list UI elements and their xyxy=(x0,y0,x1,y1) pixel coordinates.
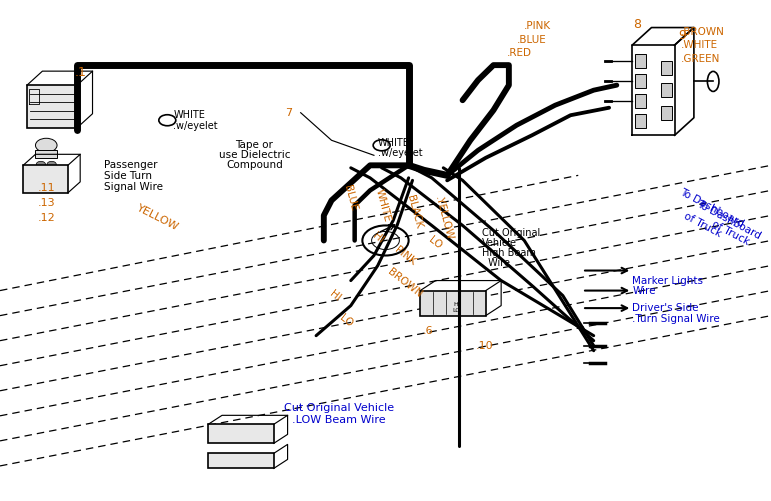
Text: of Truck: of Truck xyxy=(682,211,723,239)
Text: Cut Original Vehicle: Cut Original Vehicle xyxy=(284,403,394,413)
Text: To Dashboard: To Dashboard xyxy=(678,187,746,229)
Text: .PINK: .PINK xyxy=(524,21,551,31)
Text: YELLOW: YELLOW xyxy=(136,203,180,233)
Text: LO: LO xyxy=(427,235,444,251)
Text: .LOW Beam Wire: .LOW Beam Wire xyxy=(292,415,386,425)
Text: BLUE: BLUE xyxy=(342,184,359,212)
Text: WHITE: WHITE xyxy=(378,138,409,148)
Text: .12: .12 xyxy=(37,213,56,223)
Text: use Dielectric: use Dielectric xyxy=(219,150,290,160)
Text: High Beam: High Beam xyxy=(482,248,536,258)
Text: .w/eyelet: .w/eyelet xyxy=(173,121,218,131)
Text: . Wire: . Wire xyxy=(482,258,510,268)
Text: Driver's Side: Driver's Side xyxy=(632,303,699,313)
Bar xyxy=(208,453,274,468)
Text: .1: .1 xyxy=(75,66,87,79)
Bar xyxy=(420,291,486,316)
Text: .11: .11 xyxy=(38,183,55,193)
Text: 7: 7 xyxy=(285,108,293,118)
Text: WHITE: WHITE xyxy=(374,188,392,223)
Text: Passenger: Passenger xyxy=(104,160,157,170)
Text: .13: .13 xyxy=(38,198,55,208)
Text: .BROWN: .BROWN xyxy=(681,27,725,37)
Text: Side Turn: Side Turn xyxy=(104,171,152,181)
Text: Tape or: Tape or xyxy=(235,140,274,150)
Bar xyxy=(35,150,57,158)
Bar xyxy=(661,61,672,75)
Bar xyxy=(208,424,274,443)
Circle shape xyxy=(36,161,45,167)
Text: .10: .10 xyxy=(476,341,493,351)
Text: HI: HI xyxy=(328,289,342,303)
Text: Vehicle: Vehicle xyxy=(482,238,517,248)
Bar xyxy=(635,94,646,108)
Circle shape xyxy=(35,138,57,152)
Text: .WHITE: .WHITE xyxy=(681,40,718,50)
Text: Cut Original: Cut Original xyxy=(482,228,540,238)
Text: Compound: Compound xyxy=(226,160,283,170)
Text: .YELLOW: .YELLOW xyxy=(433,194,454,241)
Bar xyxy=(661,106,672,120)
Text: .BLUE: .BLUE xyxy=(517,35,547,45)
Bar xyxy=(23,165,68,193)
Bar xyxy=(635,54,646,68)
Text: Wire: Wire xyxy=(632,286,655,296)
Text: .w/eyelet: .w/eyelet xyxy=(378,148,423,158)
Text: .6: .6 xyxy=(423,326,433,336)
Text: .Turn Signal Wire: .Turn Signal Wire xyxy=(632,314,720,324)
Text: To Dashboard: To Dashboard xyxy=(695,199,763,241)
Bar xyxy=(661,83,672,97)
Text: of Truck: of Truck xyxy=(710,219,752,247)
Text: HI
LO: HI LO xyxy=(453,302,461,313)
Text: WHITE: WHITE xyxy=(173,110,205,120)
Text: 9: 9 xyxy=(678,29,686,42)
Text: Signal Wire: Signal Wire xyxy=(104,182,163,192)
Text: PINK: PINK xyxy=(392,244,417,267)
Text: .GREEN: .GREEN xyxy=(681,54,720,64)
Text: Marker Lights: Marker Lights xyxy=(632,276,703,286)
Bar xyxy=(27,85,77,128)
Text: 8: 8 xyxy=(633,18,641,31)
Text: BLACK: BLACK xyxy=(405,193,423,229)
Bar xyxy=(635,74,646,88)
Bar xyxy=(635,114,646,128)
Text: HI: HI xyxy=(371,231,385,245)
Circle shape xyxy=(47,161,56,167)
Text: .RED: .RED xyxy=(507,48,532,58)
Text: BROWN: BROWN xyxy=(386,267,424,300)
Text: LO: LO xyxy=(338,313,355,329)
